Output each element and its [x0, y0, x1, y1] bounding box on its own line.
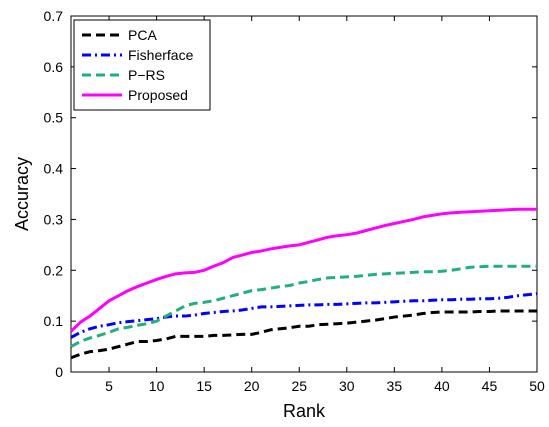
y-tick-label: 0.7: [44, 8, 64, 24]
x-tick-label: 30: [339, 378, 355, 394]
series-line-2: [70, 264, 537, 348]
ticks-layer: 5 10 15 20 25 30 35 40 45 50 0 0.1 0.2 0.3 0.4 0.5 0.6 0.…: [44, 8, 545, 394]
series-layer: [69, 207, 538, 360]
legend-label-1: Fisherface: [128, 47, 194, 63]
y-tick-label: 0.4: [44, 161, 64, 177]
x-axis-title: Rank: [283, 401, 326, 421]
x-tick-label: 20: [244, 378, 260, 394]
series-line-3: [69, 207, 537, 333]
x-tick-label: 10: [149, 378, 165, 394]
y-tick-label: 0.2: [44, 262, 64, 278]
series-line-0: [70, 309, 537, 360]
y-tick-label: 0.3: [44, 211, 64, 227]
legend: PCA Fisherface P−RS Proposed: [73, 19, 211, 111]
x-tick-label: 15: [196, 378, 212, 394]
x-tick-label: 35: [387, 378, 403, 394]
x-tick-label: 50: [529, 378, 545, 394]
y-tick-label: 0: [55, 364, 63, 380]
x-tick-label: 5: [105, 378, 113, 394]
x-tick-label: 45: [482, 378, 498, 394]
legend-label-0: PCA: [128, 27, 157, 43]
x-tick-label: 40: [434, 378, 450, 394]
y-tick-label: 0.1: [44, 313, 64, 329]
y-axis-title: Accuracy: [12, 157, 32, 231]
y-tick-label: 0.6: [44, 59, 64, 75]
legend-label-2: P−RS: [128, 67, 165, 83]
y-tick-label: 0.5: [44, 110, 64, 126]
x-tick-label: 25: [291, 378, 307, 394]
legend-label-3: Proposed: [128, 87, 188, 103]
series-line-1: [70, 292, 538, 339]
